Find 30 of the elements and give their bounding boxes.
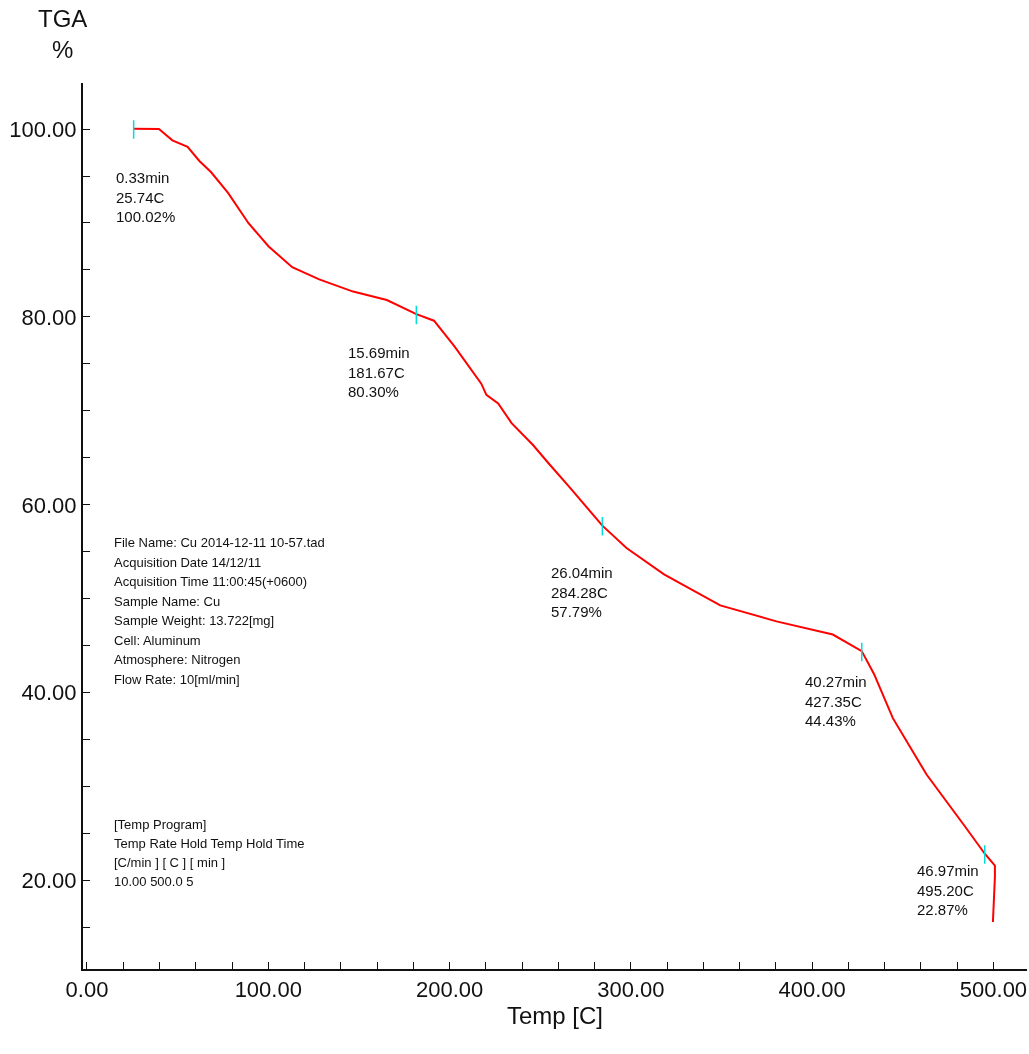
annotation: 15.69min 181.67C 80.30% [348,344,410,400]
y-tick-label: 60.00 [21,492,77,518]
annotation: 40.27min 427.35C 44.43% [805,673,867,729]
annotation: Acquisition Date 14/12/11 [114,555,262,570]
x-tick-label: 200.00 [415,977,484,1003]
y-tick-label: 100.00 [9,116,77,142]
annotation: 26.04min 284.28C 57.79% [551,564,613,620]
annotation: 10.00 500.0 5 [114,874,194,889]
annotation: Cell: Aluminum [114,633,201,648]
annotation: [Temp Program] [114,817,207,832]
x-axis-title: Temp [C] [506,1002,604,1030]
annotation: Sample Name: Cu [114,594,221,609]
annotation: Flow Rate: 10[ml/min] [114,672,240,687]
y-tick-label: 80.00 [21,304,77,330]
x-tick-label: 300.00 [597,977,665,1003]
annotation: Temp Rate Hold Temp Hold Time [114,836,305,851]
annotation: Sample Weight: 13.722[mg] [114,613,275,628]
annotation: Acquisition Time 11:00:45(+0600) [114,574,308,589]
x-tick-label: 500.00 [959,977,1028,1003]
x-tick-label: 0.00 [65,977,109,1003]
annotation: 0.33min 25.74C 100.02% [116,169,176,225]
y-axis-title: TGA % [38,5,88,64]
x-tick-label: 100.00 [234,977,302,1003]
annotation: 46.97min 495.20C 22.87% [917,862,979,918]
y-tick-label: 20.00 [21,868,77,894]
x-tick-label: 400.00 [778,977,846,1003]
annotation: [C/min ] [ C ] [ min ] [114,855,226,870]
annotation: Atmosphere: Nitrogen [114,652,241,667]
annotation: File Name: Cu 2014-12-11 10-57.tad [114,535,325,550]
y-tick-label: 40.00 [21,680,77,706]
